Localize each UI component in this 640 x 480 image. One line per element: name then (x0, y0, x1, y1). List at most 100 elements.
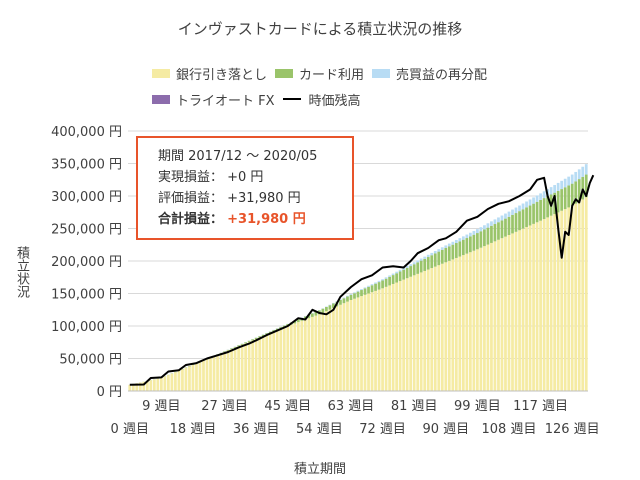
bar-segment (167, 375, 170, 391)
bar-segment (374, 283, 377, 291)
bar-segment (447, 246, 451, 261)
bar-segment (504, 213, 507, 219)
bar-segment (465, 253, 469, 391)
bar-segment (528, 199, 532, 206)
bar-segment (581, 176, 585, 200)
bar-segment (423, 258, 427, 271)
x-tick-label: 0 週目 (111, 422, 149, 437)
bar-segment (437, 249, 441, 252)
bar-segment (426, 269, 430, 391)
bar-segment (152, 379, 156, 391)
bar-segment (138, 382, 142, 391)
bar-segment (461, 236, 465, 240)
bar-segment (384, 278, 388, 287)
bar-segment (230, 349, 233, 391)
bar-segment (318, 314, 321, 391)
bar-segment (381, 279, 384, 281)
bar-segment (507, 235, 511, 391)
bar-segment (433, 251, 437, 254)
bar-segment (339, 299, 342, 300)
bar-segment (458, 241, 462, 257)
bar-segment (581, 199, 585, 391)
bar-segment (325, 311, 328, 391)
bar-segment (349, 293, 353, 295)
bar-segment (342, 303, 346, 391)
bar-segment (156, 378, 160, 391)
bar-segment (574, 203, 578, 391)
bar-segment (451, 259, 455, 391)
bar-segment (402, 269, 406, 280)
market-value-path (129, 174, 595, 386)
bar-segment (402, 267, 406, 270)
bar-segment (367, 293, 370, 391)
legend-item-market-value: 時価残高 (282, 90, 361, 109)
legend-label-redistribution: 売買益の再分配 (396, 67, 488, 83)
bar-segment (223, 352, 226, 391)
legend-item-redistribution: 売買益の再分配 (372, 64, 487, 83)
bar-segment (395, 282, 398, 391)
bar-segment (275, 330, 279, 391)
legend-label-market-value: 時価残高 (308, 93, 361, 109)
bar-segment (332, 303, 335, 308)
x-tick-label: 126 週目 (545, 422, 600, 437)
bar-segment (258, 336, 262, 338)
bar-segment (395, 273, 398, 283)
x-tick-label: 99 週目 (454, 399, 501, 414)
x-tick-label: 27 週目 (201, 399, 248, 414)
bar-segment (556, 182, 560, 191)
legend: 銀行引き落とし カード利用 売買益の再分配 トライオート FX 時価残高 (152, 60, 592, 112)
bar-segment (472, 250, 476, 391)
summary-unrealized: 評価損益： +31,980 円 (158, 191, 301, 206)
bar-segment (479, 247, 483, 391)
bar-segment (335, 306, 339, 391)
bar-segment (237, 345, 240, 347)
bar-segment (567, 185, 571, 208)
bar-segment (381, 288, 384, 391)
bar-segment (216, 354, 219, 391)
bar-segment (532, 223, 535, 391)
bar-segment (542, 219, 546, 391)
bar-segment (325, 306, 328, 312)
bar-segment (349, 294, 353, 300)
bar-segment (507, 211, 511, 217)
bar-segment (518, 230, 521, 391)
bar-segment (381, 280, 384, 289)
bar-segment (458, 256, 462, 391)
bar-segment (314, 311, 318, 316)
x-tick-label: 108 週目 (482, 422, 537, 437)
bar-segment (560, 210, 564, 391)
bar-segment (416, 262, 420, 274)
bar-segment (465, 234, 469, 239)
bar-segment (430, 268, 434, 391)
summary-total-value: +31,980 円 (227, 212, 306, 227)
bar-segment (226, 349, 230, 351)
y-tick-label: 100,000 円 (51, 320, 122, 335)
bar-segment (384, 286, 388, 391)
bar-segment (542, 191, 546, 199)
bar-segment (570, 174, 574, 184)
bar-segment (560, 189, 564, 211)
bar-segment (286, 326, 290, 391)
bar-segment (493, 241, 497, 391)
legend-label-bank: 銀行引き落とし (176, 67, 268, 83)
bar-segment (184, 367, 188, 391)
bar-segment (177, 370, 181, 391)
bar-segment (549, 187, 553, 195)
bar-segment (412, 262, 416, 265)
bar-segment (254, 339, 258, 391)
bar-segment (356, 290, 360, 292)
bar-segment (497, 217, 500, 223)
bar-segment (240, 344, 244, 391)
bar-segment (370, 292, 374, 391)
bar-segment (412, 275, 416, 391)
y-tick-label: 0 円 (97, 385, 122, 400)
bar-segment (247, 341, 251, 391)
bar-segment (332, 307, 335, 391)
bar-segment (423, 270, 427, 391)
bar-segment (423, 256, 427, 259)
bar-segment (391, 283, 395, 391)
bar-segment (500, 238, 504, 391)
bar-segment (419, 260, 423, 273)
bars (128, 164, 588, 391)
